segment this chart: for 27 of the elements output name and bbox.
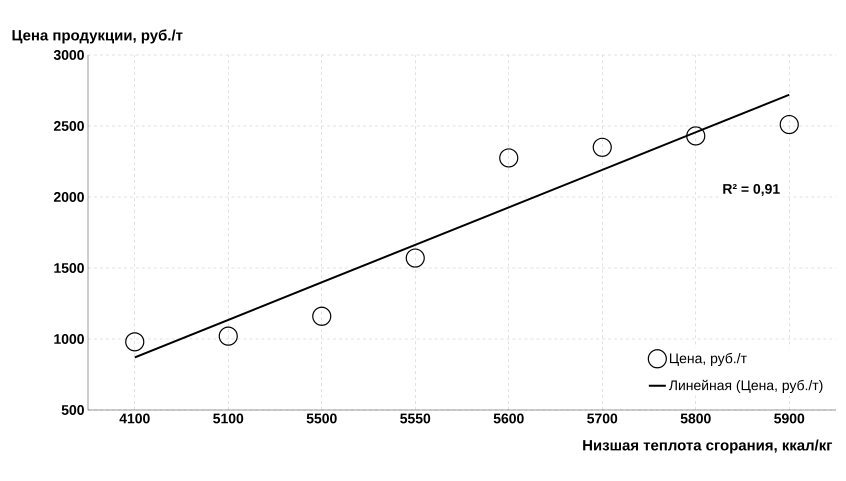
x-tick-label: 5700: [587, 414, 618, 424]
point: [312, 306, 332, 326]
point: [125, 332, 144, 352]
point: [499, 148, 518, 168]
point: [780, 114, 799, 134]
x-tick-label: 4100: [119, 414, 150, 424]
point: [406, 248, 425, 268]
legend-label: Линейная (Цена, руб./т): [668, 380, 822, 394]
y-tick-label: 500: [62, 405, 84, 415]
x-tick-label: 5100: [213, 414, 244, 424]
x-tick-label: 5550: [400, 414, 430, 424]
legend-label: Цена, руб./т: [670, 352, 747, 366]
x-axis-title: Низшая теплота сгорания, ккал/кг: [583, 440, 832, 454]
y-tick-label: 2500: [54, 121, 84, 131]
y-tick-label: 2000: [54, 192, 84, 202]
x-tick-label: 5600: [494, 414, 524, 424]
x-tick-label: 5500: [306, 414, 337, 424]
point: [592, 138, 612, 157]
annotation: R² = 0,91: [723, 184, 780, 196]
x-tick-label: 5800: [680, 414, 711, 424]
x-tick-label: 5900: [774, 414, 804, 424]
point: [218, 326, 238, 346]
y-axis-title: Цена продукции, руб./т: [12, 29, 183, 44]
y-tick-label: 1000: [54, 334, 84, 344]
y-tick-label: 1500: [54, 263, 84, 273]
y-tick-label: 3000: [54, 50, 84, 60]
point: [686, 126, 706, 146]
